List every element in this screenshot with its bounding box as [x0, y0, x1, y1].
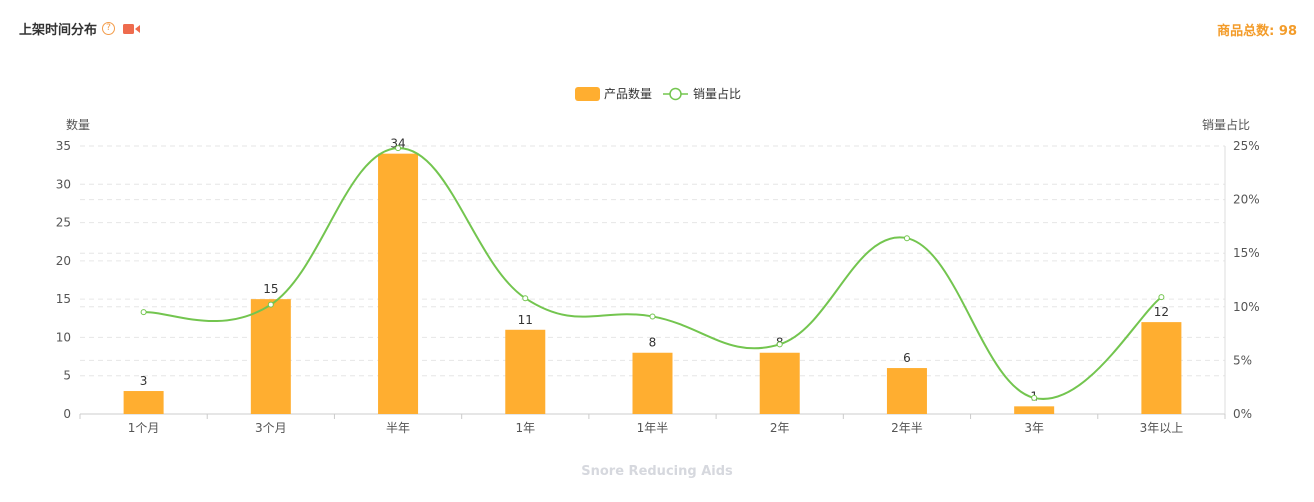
line-point: [267, 301, 274, 308]
chart-title-text: 上架时间分布: [19, 23, 98, 38]
x-tick-label: 3个月: [255, 421, 287, 435]
x-tick-label: 3年以上: [1140, 421, 1184, 435]
y-axis-label: 数量: [66, 117, 90, 132]
y-tick-label: 20: [56, 254, 71, 268]
bar-data-label: 11: [518, 313, 533, 327]
legend-swatch-bar: [575, 87, 600, 101]
x-tick-label: 半年: [386, 421, 410, 435]
y2-tick-label: 15%: [1233, 246, 1260, 260]
x-tick-label: 2年半: [891, 421, 923, 435]
y-tick-label: 30: [56, 177, 71, 191]
x-tick-label: 2年: [770, 421, 790, 435]
y2-tick-label: 0%: [1233, 407, 1252, 421]
y2-tick-label: 10%: [1233, 300, 1260, 314]
chart-title: 上架时间分布 ?: [19, 19, 141, 38]
legend-label-bar: 产品数量: [604, 86, 652, 101]
bar: [123, 391, 164, 414]
watermark: Snore Reducing Aids: [581, 464, 733, 479]
y2-axis-label: 销量占比: [1202, 117, 1250, 132]
bar: [378, 153, 419, 414]
bar: [1014, 406, 1055, 414]
legend-swatch-line-marker: [669, 87, 682, 101]
bar-data-label: 8: [649, 336, 657, 350]
y-tick-label: 15: [56, 292, 71, 306]
bar-data-label: 12: [1154, 305, 1169, 319]
y-tick-label: 35: [56, 139, 71, 153]
line-point: [1158, 294, 1165, 301]
bar: [632, 352, 673, 414]
y2-tick-label: 5%: [1233, 353, 1252, 367]
x-tick-label: 1个月: [128, 421, 160, 435]
y2-tick-label: 25%: [1233, 139, 1260, 153]
bar: [505, 329, 546, 414]
bar-data-label: 34: [390, 137, 405, 151]
y-tick-label: 5: [63, 369, 71, 383]
bar-data-label: 6: [903, 351, 911, 365]
line-point: [1031, 394, 1038, 401]
y2-tick-label: 20%: [1233, 193, 1260, 207]
help-icon[interactable]: ?: [102, 22, 116, 35]
line-point: [522, 295, 529, 302]
product-total-value: 98: [1278, 24, 1297, 39]
legend: 产品数量 销量占比: [575, 86, 741, 101]
bar-data-label: 3: [140, 374, 148, 388]
y-tick-label: 10: [56, 330, 71, 344]
x-tick-label: 3年: [1024, 421, 1044, 435]
y-tick-label: 25: [56, 216, 71, 230]
line-point: [649, 313, 656, 320]
bar: [759, 352, 800, 414]
x-tick-label: 1年: [515, 421, 535, 435]
line-point: [903, 235, 910, 242]
bar-data-label: 15: [263, 282, 278, 296]
chart-header: 上架时间分布 ? 商品总数: 98: [0, 0, 1314, 60]
y-tick-label: 0: [63, 407, 71, 421]
bar: [886, 368, 927, 414]
legend-label-line: 销量占比: [693, 86, 741, 101]
line-point: [140, 309, 147, 316]
bar: [1141, 322, 1182, 414]
video-icon[interactable]: [123, 23, 141, 35]
product-total: 商品总数: 98: [1217, 20, 1297, 39]
bar: [250, 299, 291, 414]
line-point: [395, 145, 402, 152]
line-point: [776, 341, 783, 348]
x-tick-label: 1年半: [637, 421, 669, 435]
product-total-label: 商品总数:: [1217, 24, 1279, 39]
